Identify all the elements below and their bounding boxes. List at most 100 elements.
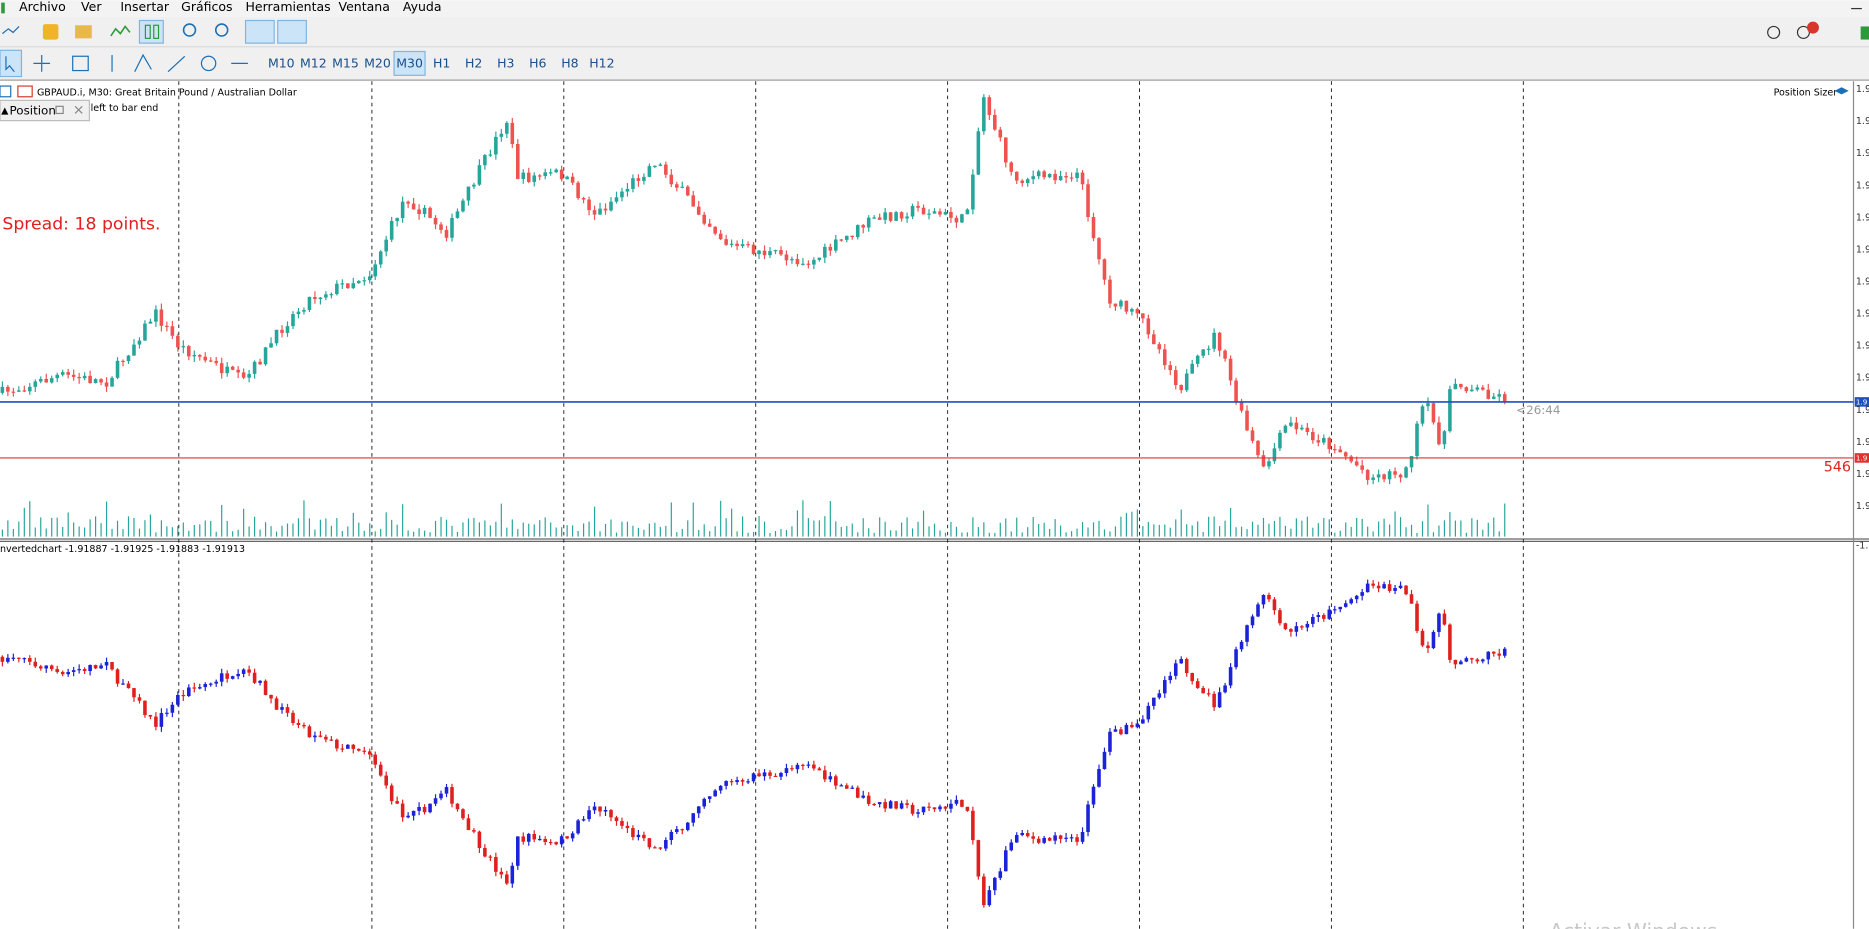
close-button[interactable]	[74, 105, 83, 114]
candle-body	[1360, 465, 1364, 470]
candle-body	[505, 122, 509, 134]
candle-body	[729, 243, 734, 245]
trade-icon[interactable]	[42, 24, 59, 40]
menu-item[interactable]: Herramientas	[246, 0, 331, 14]
toolbar-icons	[0, 19, 1869, 78]
candle-body	[126, 355, 131, 362]
candles-icon[interactable]	[138, 19, 164, 44]
candle-body	[713, 226, 717, 234]
candle-body	[274, 698, 279, 710]
candle-body	[669, 174, 674, 185]
candle-body	[494, 136, 498, 155]
candle-body	[1393, 471, 1397, 475]
candle-body	[861, 225, 866, 228]
candle-body	[121, 683, 125, 685]
candle-body	[532, 175, 537, 182]
candle-body	[526, 833, 531, 842]
candle-body	[1124, 300, 1129, 312]
candle-body	[510, 122, 515, 145]
menu-item[interactable]: Gráficos	[181, 0, 232, 14]
candle-body	[1234, 380, 1238, 402]
candle-body	[1245, 625, 1249, 642]
autoscroll-icon[interactable]	[244, 19, 275, 44]
candle-body	[1228, 667, 1233, 686]
candle-body	[1036, 838, 1041, 843]
candle-body	[433, 798, 438, 804]
timeframe-button[interactable]: H3	[497, 56, 514, 71]
candle-body	[444, 787, 449, 794]
candle-body	[954, 799, 959, 804]
cursor-tool[interactable]	[0, 49, 23, 78]
timeframe-button[interactable]: H8	[561, 56, 578, 71]
main-candles	[0, 94, 1507, 485]
menu-item[interactable]: Archivo	[19, 0, 66, 14]
search-icon[interactable]	[1767, 25, 1781, 39]
candle-body	[1382, 584, 1386, 589]
candle-body	[11, 391, 16, 393]
channel-tool[interactable]	[167, 55, 186, 73]
candle-body	[1289, 422, 1293, 426]
restore-button[interactable]	[55, 105, 64, 115]
timeframe-button[interactable]: M12	[300, 56, 327, 71]
candle-body	[625, 188, 630, 192]
candle-body	[801, 764, 805, 767]
timeframe-button[interactable]: M20	[364, 56, 391, 71]
candle-body	[1036, 171, 1041, 177]
timeframes: M10 M12 M15 M20 M30 H1 H2 H3 H6 H8 H12	[268, 50, 615, 76]
candle-body	[1108, 279, 1112, 304]
candle-body	[548, 172, 553, 174]
candle-body	[1261, 455, 1266, 467]
candle-body	[422, 807, 427, 813]
crosshair-tool[interactable]	[33, 55, 51, 72]
candle-body	[642, 834, 646, 839]
menu-item[interactable]: Ventana	[339, 0, 390, 14]
line-chart-icon[interactable]	[2, 26, 20, 35]
timeframe-button[interactable]: H1	[433, 56, 450, 71]
timeframe-button[interactable]: H2	[465, 56, 482, 71]
timeframe-button[interactable]: M30	[396, 56, 423, 71]
candle-body	[269, 694, 273, 699]
candle-body	[1448, 624, 1452, 660]
shift-icon[interactable]	[277, 19, 307, 44]
folder-icon[interactable]	[75, 25, 92, 39]
menu-item[interactable]: Insertar	[120, 0, 170, 14]
candle-body	[1376, 585, 1381, 589]
indicator-icon[interactable]	[110, 25, 131, 37]
signal-icon[interactable]	[1860, 26, 1869, 40]
zoom-out-icon[interactable]	[214, 23, 229, 37]
candle-body	[1294, 422, 1299, 430]
timeframe-button[interactable]: H12	[589, 56, 614, 71]
candle-body	[812, 764, 816, 769]
rect-tool[interactable]	[72, 55, 89, 72]
candle-body	[685, 822, 690, 830]
trend-tool[interactable]	[134, 53, 152, 73]
menu-item[interactable]: Ver	[81, 0, 102, 14]
candle-body	[82, 669, 87, 672]
candle-body	[263, 347, 268, 365]
menu-item[interactable]: Ayuda	[403, 0, 442, 14]
candle-body	[99, 665, 103, 669]
candle-body	[1003, 850, 1008, 872]
collapse-arrow[interactable]	[1, 107, 9, 115]
candle-body	[1316, 615, 1321, 618]
candle-body	[1311, 617, 1315, 624]
candle-body	[1113, 729, 1118, 732]
candle-body	[866, 795, 871, 804]
timeframe-button[interactable]: H6	[529, 56, 546, 71]
candle-body	[269, 343, 273, 348]
countdown-note: left to bar end	[91, 103, 159, 114]
candle-body	[982, 97, 986, 132]
timeframe-button[interactable]: M15	[332, 56, 359, 71]
position-panel[interactable]	[0, 99, 90, 122]
chart-icon[interactable]	[0, 85, 12, 98]
candle-body	[625, 825, 630, 829]
shapes-tool[interactable]	[200, 55, 217, 72]
candle-body	[965, 209, 970, 215]
indicator-icon[interactable]	[1834, 87, 1849, 95]
candle-body	[844, 235, 849, 240]
zoom-in-icon[interactable]	[182, 23, 197, 37]
candle-body	[115, 669, 120, 684]
timeframe-button[interactable]: M10	[268, 56, 295, 71]
candle-body	[1267, 461, 1271, 467]
chart-icon[interactable]	[17, 85, 33, 98]
